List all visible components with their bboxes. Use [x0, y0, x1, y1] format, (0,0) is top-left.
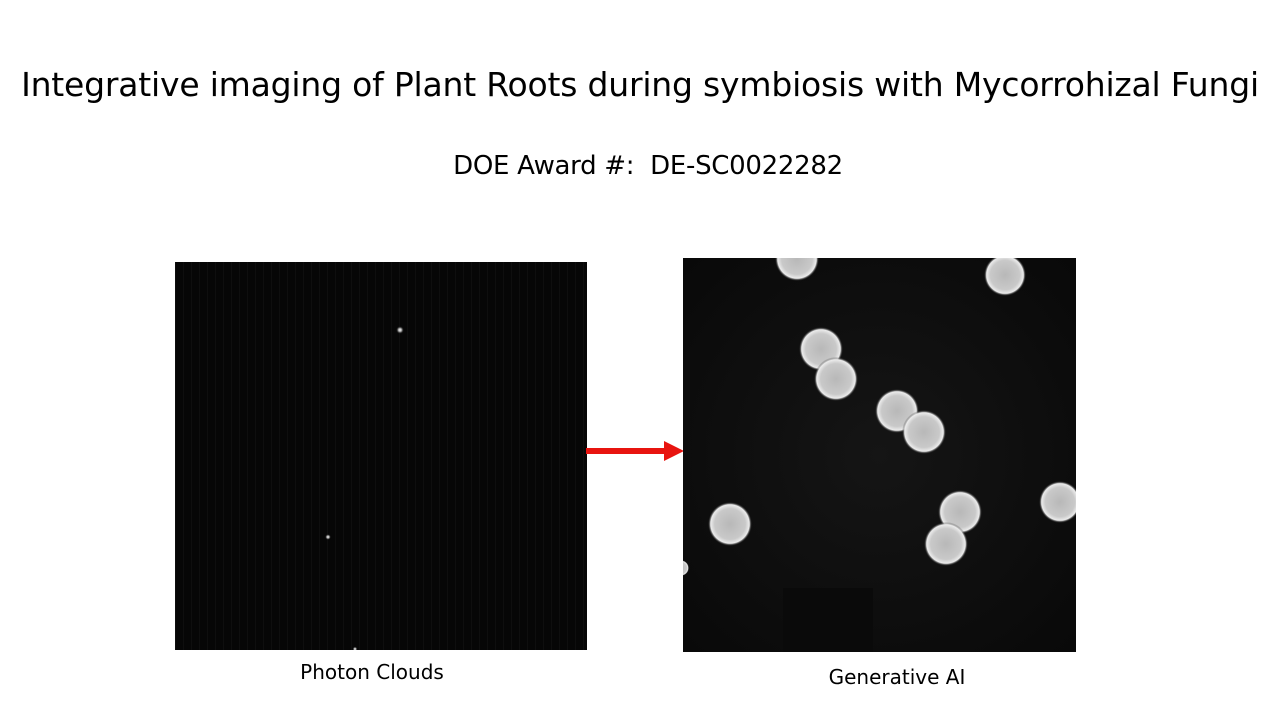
photon-clouds-graphic — [175, 262, 587, 650]
bead — [814, 357, 858, 401]
bead — [924, 522, 968, 566]
bead — [708, 502, 752, 546]
bead — [683, 560, 689, 576]
photon-spot — [396, 326, 404, 334]
photon-clouds-image — [175, 262, 587, 650]
bead — [984, 258, 1026, 296]
bead — [1039, 481, 1076, 523]
generative-ai-graphic — [683, 258, 1076, 652]
photon-clouds-caption: Photon Clouds — [300, 660, 444, 684]
slide-title: Integrative imaging of Plant Roots durin… — [21, 65, 1259, 104]
photon-spot — [325, 534, 331, 540]
generative-ai-caption: Generative AI — [828, 665, 966, 689]
bead — [902, 410, 946, 454]
award-number: DOE Award #: DE-SC0022282 — [453, 151, 843, 181]
arrow-right-icon — [586, 441, 684, 461]
photon-spot — [352, 646, 358, 650]
generative-ai-image — [683, 258, 1076, 652]
bead — [775, 258, 819, 281]
